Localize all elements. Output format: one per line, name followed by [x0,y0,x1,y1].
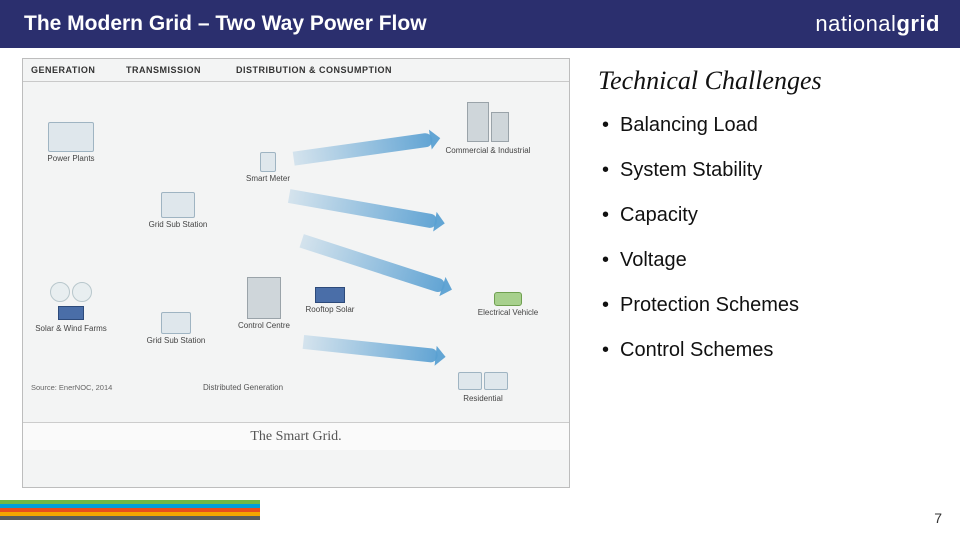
smart-grid-diagram: GENERATION TRANSMISSION DISTRIBUTION & C… [22,58,570,488]
node-rooftop-solar: Rooftop Solar [301,287,359,314]
brand-part1: national [815,11,896,36]
brand-part2: grid [896,11,940,36]
node-power-plants: Power Plants [31,122,111,163]
label-rooftop-solar: Rooftop Solar [306,305,355,314]
diagram-body: Power Plants Solar & Wind Farms Grid Sub… [23,82,569,422]
label-ev: Electrical Vehicle [473,308,543,317]
diagram-caption: The Smart Grid. [23,422,569,450]
node-ev: Electrical Vehicle [473,292,543,317]
bullet-item: System Stability [598,159,940,182]
col-generation: GENERATION [31,65,126,75]
brand-logo: nationalgrid [815,11,940,37]
page-number: 7 [934,510,942,526]
flow-arrow-icon [288,189,438,229]
diagram-panel: GENERATION TRANSMISSION DISTRIBUTION & C… [0,48,580,492]
node-solar-wind: Solar & Wind Farms [27,282,115,333]
label-residential: Residential [443,394,523,403]
label-smart-meter: Smart Meter [246,174,290,183]
label-grid-sub-2: Grid Sub Station [147,336,206,345]
flow-arrow-icon [293,132,434,165]
label-grid-sub-1: Grid Sub Station [149,220,208,229]
node-smart-meter: Smart Meter [241,152,295,183]
label-control-centre: Control Centre [238,321,290,330]
node-grid-sub-2: Grid Sub Station [141,312,211,345]
slide-title: The Modern Grid – Two Way Power Flow [24,12,427,36]
col-transmission: TRANSMISSION [126,65,236,75]
bullet-item: Protection Schemes [598,294,940,317]
subheading: Technical Challenges [598,66,940,96]
bullet-item: Control Schemes [598,339,940,362]
flow-arrow-icon [300,234,447,294]
content-area: GENERATION TRANSMISSION DISTRIBUTION & C… [0,48,960,492]
bullet-list: Balancing Load System Stability Capacity… [598,114,940,362]
node-residential: Residential [443,372,523,403]
label-solar-wind: Solar & Wind Farms [27,324,115,333]
label-power-plants: Power Plants [47,154,94,163]
text-panel: Technical Challenges Balancing Load Syst… [580,48,960,492]
flow-arrow-icon [303,335,439,363]
node-commercial: Commercial & Industrial [443,102,533,155]
node-control-centre: Control Centre [233,277,295,330]
col-distribution: DISTRIBUTION & CONSUMPTION [236,65,561,75]
label-commercial: Commercial & Industrial [443,146,533,155]
node-grid-sub-1: Grid Sub Station [143,192,213,229]
bullet-item: Voltage [598,249,940,272]
bullet-item: Capacity [598,204,940,227]
bullet-item: Balancing Load [598,114,940,137]
slide-header: The Modern Grid – Two Way Power Flow nat… [0,0,960,48]
diagram-dg-label: Distributed Generation [203,383,283,392]
stripe [0,516,260,520]
diagram-column-labels: GENERATION TRANSMISSION DISTRIBUTION & C… [23,59,569,82]
footer-stripes [0,500,260,520]
diagram-source: Source: EnerNOC, 2014 [31,383,112,392]
